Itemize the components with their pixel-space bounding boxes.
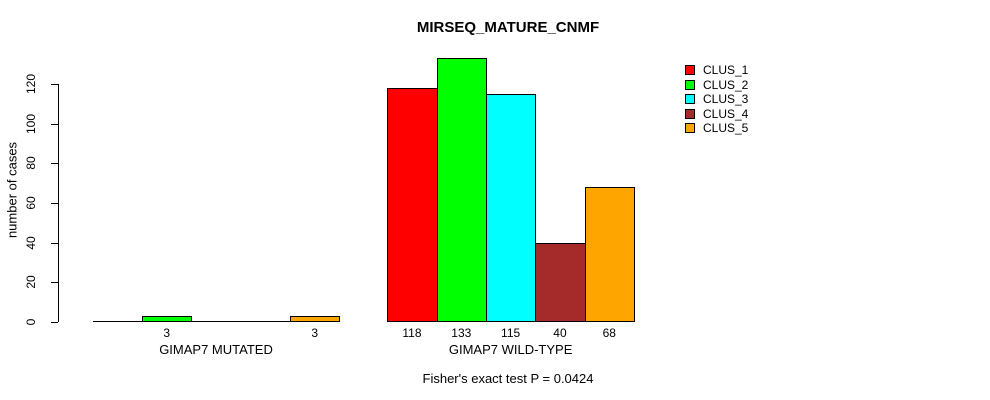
legend-item: CLUS_2 bbox=[685, 77, 749, 92]
y-tick-mark bbox=[51, 322, 58, 323]
legend-swatch-clus_2 bbox=[685, 79, 695, 90]
legend-swatch-clus_3 bbox=[685, 94, 695, 105]
bar-clus_2-mutated bbox=[142, 316, 193, 322]
bar-value-label: 68 bbox=[602, 326, 616, 340]
bar-clus_2-wildtype bbox=[436, 58, 487, 322]
bar-clus_3-wildtype bbox=[485, 94, 537, 322]
group-label: GIMAP7 MUTATED bbox=[159, 342, 273, 357]
legend-swatch-clus_1 bbox=[685, 65, 695, 75]
fisher-test-caption: Fisher's exact test P = 0.0424 bbox=[422, 371, 594, 386]
y-tick-mark bbox=[51, 163, 58, 165]
group-baseline bbox=[92, 321, 340, 322]
legend-item: CLUS_5 bbox=[685, 121, 749, 136]
legend-label: CLUS_5 bbox=[703, 121, 749, 136]
y-tick-label: 0 bbox=[24, 318, 38, 326]
y-axis-title: number of cases bbox=[4, 141, 20, 239]
bar-value-label: 3 bbox=[163, 326, 171, 340]
bar-value-label: 3 bbox=[311, 326, 319, 340]
y-tick-label: 60 bbox=[24, 196, 38, 210]
legend-item: CLUS_4 bbox=[685, 106, 749, 121]
bar-clus_5-mutated bbox=[290, 316, 341, 322]
y-tick-label: 40 bbox=[24, 235, 38, 250]
bar-value-label: 133 bbox=[451, 326, 472, 340]
y-axis-line bbox=[58, 84, 59, 322]
legend-item: CLUS_3 bbox=[685, 92, 749, 107]
y-tick-label: 20 bbox=[24, 275, 38, 290]
legend-label: CLUS_2 bbox=[703, 77, 749, 92]
legend-swatch-clus_4 bbox=[685, 108, 695, 119]
bar-clus_5-wildtype bbox=[584, 187, 635, 322]
legend-swatch-clus_5 bbox=[685, 123, 695, 134]
legend-item: CLUS_1 bbox=[685, 63, 749, 77]
y-tick-mark bbox=[51, 282, 58, 284]
y-tick-mark bbox=[51, 203, 58, 204]
bar-clus_1-wildtype bbox=[387, 88, 438, 322]
bar-value-label: 40 bbox=[553, 326, 567, 340]
chart-title: MIRSEQ_MATURE_CNMF bbox=[416, 19, 600, 36]
bar-value-label: 118 bbox=[402, 326, 422, 340]
bar-clus_4-wildtype bbox=[535, 243, 586, 322]
legend-label: CLUS_4 bbox=[703, 106, 749, 121]
y-tick-label: 100 bbox=[24, 113, 38, 134]
y-tick-label: 80 bbox=[24, 156, 38, 171]
y-tick-mark bbox=[51, 84, 58, 85]
legend-label: CLUS_3 bbox=[703, 92, 749, 107]
group-label: GIMAP7 WILD-TYPE bbox=[448, 342, 573, 357]
y-tick-mark bbox=[51, 123, 58, 125]
legend-label: CLUS_1 bbox=[703, 63, 749, 77]
y-tick-label: 120 bbox=[24, 73, 38, 95]
bar-value-label: 115 bbox=[501, 326, 521, 340]
y-tick-mark bbox=[51, 242, 58, 244]
